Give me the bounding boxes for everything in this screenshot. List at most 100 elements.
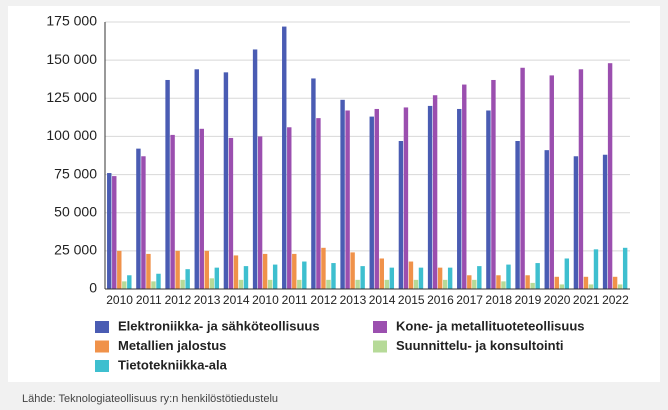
bar [151,281,156,289]
bar [228,137,234,289]
source: Lähde: Teknologiateollisuus ry:n henkilö… [22,393,278,405]
bar [418,267,424,289]
bar [602,154,608,289]
bar [311,78,316,289]
legend-label: Tietotekniikka-ala [118,357,228,372]
bar [272,264,278,289]
x-tick-label: 2017 [456,293,483,307]
x-tick-label: 2011 [136,293,162,307]
legend-label: Metallien jalostus [118,338,226,353]
bar [117,250,122,289]
bar [165,79,170,289]
y-tick-label: 125 000 [46,89,97,105]
bar [204,250,209,289]
bar [355,279,360,289]
legend-swatch [95,340,109,353]
x-tick-label: 2021 [573,293,600,307]
bar [136,148,141,289]
bar [457,108,462,289]
bar [345,110,350,290]
bar [214,267,220,289]
bar [321,247,326,289]
bar [437,267,443,289]
bar [199,128,204,289]
bar [408,261,414,289]
bar [316,118,321,290]
bar [282,26,287,289]
bar [389,267,395,289]
bar [146,253,151,289]
bar [331,263,336,289]
bar [156,273,161,289]
bar [593,249,599,289]
bar [107,173,112,289]
x-tick-label: 2010 [252,293,279,307]
legend-swatch [373,321,387,333]
bar [127,275,132,289]
bar [262,253,268,289]
bar [238,279,244,289]
bar [427,105,433,290]
bar [223,72,229,289]
bar [520,67,525,290]
bar [180,279,185,289]
y-tick-label: 150 000 [46,51,97,67]
bar [141,156,146,289]
bar [442,279,448,289]
bar [432,95,438,289]
bar [233,255,239,289]
bar [122,281,127,289]
bar [384,279,390,289]
bar [496,275,501,289]
bar [112,176,117,289]
bar [267,279,273,289]
x-tick-label: 2012 [165,293,192,307]
x-tick-label: 2010 [106,293,133,307]
y-tick-label: 25 000 [54,242,97,258]
bar [535,263,540,289]
x-tick-label: 2012 [310,293,337,307]
x-tick-label: 2022 [602,293,629,307]
x-tick-label: 2014 [369,293,396,307]
x-tick-label: 2019 [515,293,542,307]
bar [467,275,472,289]
bar [360,266,365,289]
bar [525,275,530,289]
bar [403,107,409,289]
bar [374,108,379,289]
bar [447,267,453,289]
bar [369,116,374,289]
x-tick-label: 2018 [485,293,512,307]
bar [243,266,249,289]
bar [544,150,549,289]
legend-swatch [95,321,109,333]
x-tick-label: 2014 [223,293,250,307]
legend-label: Suunnittelu- ja konsultointi [396,338,564,353]
bar [462,84,467,289]
bar [578,69,584,289]
y-tick-label: 175 000 [46,13,97,29]
bar [573,156,579,289]
bar [379,258,384,289]
x-tick-label: 2013 [340,293,367,307]
bar [297,279,302,289]
bar [549,75,554,290]
y-tick-label: 100 000 [46,127,97,143]
bar [515,141,520,289]
bar [252,49,258,289]
bar [287,127,292,289]
bar [501,281,506,289]
x-tick-label: 2020 [544,293,571,307]
bar [209,278,215,289]
bar [194,69,199,289]
bar [185,269,190,289]
bar [175,250,180,289]
bar [477,266,482,289]
bar [340,99,345,289]
y-tick-label: 75 000 [54,165,97,181]
bar [398,141,404,289]
x-tick-label: 2013 [194,293,221,307]
y-tick-label: 50 000 [54,203,97,219]
bar [564,258,570,289]
bar [472,279,477,289]
